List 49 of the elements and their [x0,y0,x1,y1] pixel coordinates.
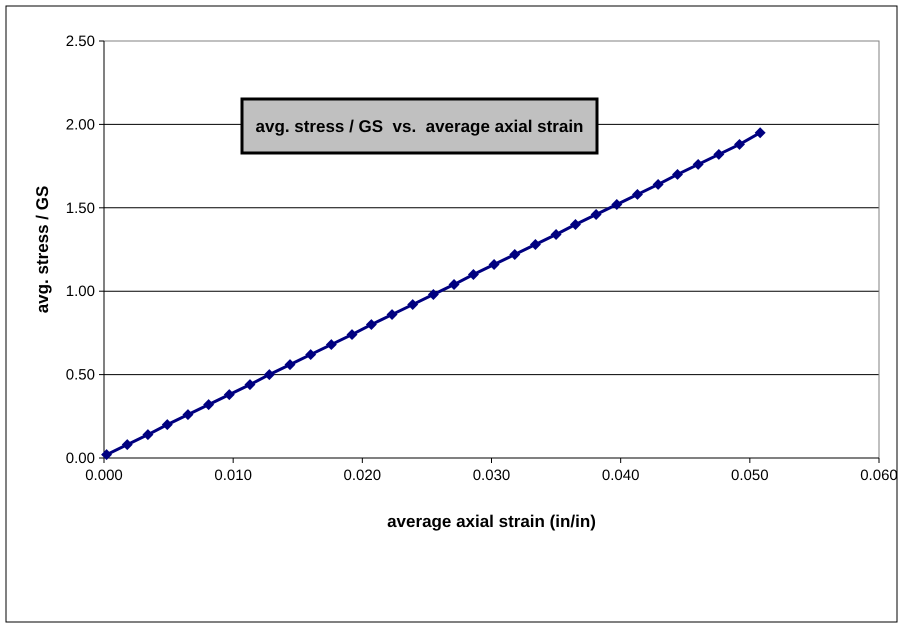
point [162,419,173,430]
point [224,389,235,400]
point [122,439,133,450]
point [530,239,541,250]
y-tick-label: 0.50 [66,366,95,384]
x-tick-label: 0.000 [85,467,123,484]
point [509,249,520,260]
point [142,429,154,440]
point [101,449,112,460]
point [407,299,418,310]
point [611,198,622,210]
point [244,379,256,390]
y-tick-label: 0.00 [66,450,95,467]
point [672,168,683,180]
y-axis-title: avg. stress / GS [33,186,52,314]
point [488,259,500,270]
point [448,279,460,290]
point [284,359,296,370]
y-tick-label: 1.00 [66,283,95,300]
x-tick-label: 0.030 [472,467,510,484]
point [428,289,439,300]
point [366,319,377,330]
point [570,219,581,230]
point [734,138,745,150]
point [305,349,316,360]
point [713,148,724,160]
point [468,269,479,280]
x-tick-label: 0.020 [344,467,382,484]
point [386,309,398,320]
point [346,329,358,340]
point [550,229,562,240]
y-tick-label: 1.50 [66,200,95,217]
point [692,158,704,170]
point [754,127,766,138]
point [264,369,275,380]
point [326,339,337,350]
x-tick-label: 0.040 [602,467,640,484]
text: avg. stress / GS vs. average axial strain [256,117,584,136]
x-tick-label: 0.010 [214,467,252,484]
x-axis-title: average axial strain (in/in) [387,512,596,531]
x-tick-label: 0.060 [860,467,898,484]
x-tick-label: 0.050 [731,467,769,484]
point [182,409,194,420]
point [203,399,214,410]
point [652,178,664,190]
point [590,208,602,220]
y-tick-label: 2.00 [66,116,95,134]
y-tick-label: 2.50 [66,33,95,50]
point [632,188,643,200]
